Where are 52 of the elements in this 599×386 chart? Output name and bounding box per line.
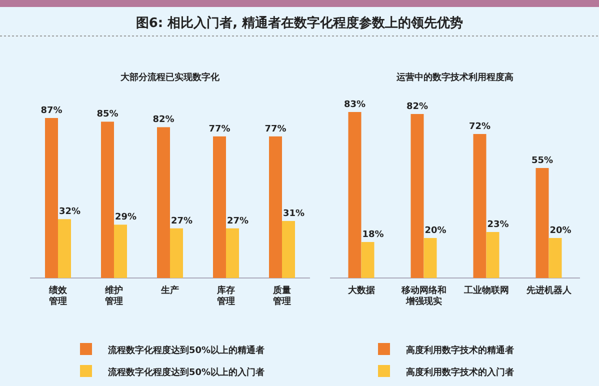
- x-tick-label: 质量管理: [272, 285, 291, 307]
- data-label: 20%: [550, 226, 572, 236]
- chart-subtitle: 运营中的数字技术利用程度高: [396, 72, 514, 83]
- data-label: 82%: [152, 115, 174, 126]
- x-tick-label: 库存管理: [216, 285, 235, 307]
- data-label: 55%: [531, 156, 554, 166]
- data-label: 83%: [344, 100, 366, 110]
- bar: [410, 114, 424, 278]
- data-label: 27%: [227, 216, 249, 226]
- x-tick-label: 工业物联网: [462, 285, 509, 296]
- data-label: 29%: [115, 212, 137, 223]
- legend-label: 高度利用数字技术的精通者: [406, 345, 514, 356]
- bar: [58, 219, 71, 278]
- bar: [486, 232, 500, 278]
- bar: [226, 228, 239, 278]
- chart-title: 图6: 相比入门者, 精通者在数字化程度参数上的领先优势: [136, 15, 464, 31]
- bar: [536, 168, 549, 278]
- bar: [473, 134, 486, 278]
- data-label: 82%: [406, 102, 428, 112]
- data-label: 27%: [171, 216, 193, 226]
- x-tick-label: 先进机器人: [525, 285, 572, 296]
- data-label: 77%: [208, 124, 230, 134]
- bar: [170, 228, 183, 278]
- data-label: 23%: [487, 220, 509, 230]
- bar: [548, 238, 562, 278]
- data-label: 85%: [96, 110, 118, 120]
- x-tick-label: 大数据: [348, 285, 375, 296]
- bar: [45, 118, 58, 278]
- chart-subtitle: 大部分流程已实现数字化: [120, 72, 220, 83]
- bar: [101, 122, 114, 278]
- bar: [213, 136, 226, 278]
- data-label: 20%: [424, 226, 446, 236]
- x-tick-label: 维护管理: [104, 285, 123, 307]
- legend-label: 高度利用数字技术的入门者: [406, 367, 514, 378]
- x-tick-label: 移动网络和增强现实: [400, 285, 446, 307]
- data-label: 32%: [59, 207, 81, 218]
- data-label: 18%: [362, 230, 384, 240]
- legend-label: 流程数字化程度达到50%以上的入门者: [107, 367, 265, 378]
- data-label: 31%: [283, 208, 305, 219]
- bar: [348, 112, 362, 278]
- bar: [424, 238, 437, 278]
- legend-label: 流程数字化程度达到50%以上的精通者: [107, 345, 265, 356]
- x-tick-label: 绩效管理: [48, 285, 68, 307]
- data-label: 77%: [264, 124, 286, 134]
- bar: [114, 224, 127, 278]
- bar: [157, 127, 170, 278]
- x-tick-label: 生产: [160, 285, 179, 296]
- data-label: 72%: [468, 122, 491, 132]
- data-label: 87%: [40, 106, 62, 116]
- bar: [361, 242, 374, 278]
- bar: [269, 136, 282, 278]
- bar: [282, 220, 295, 278]
